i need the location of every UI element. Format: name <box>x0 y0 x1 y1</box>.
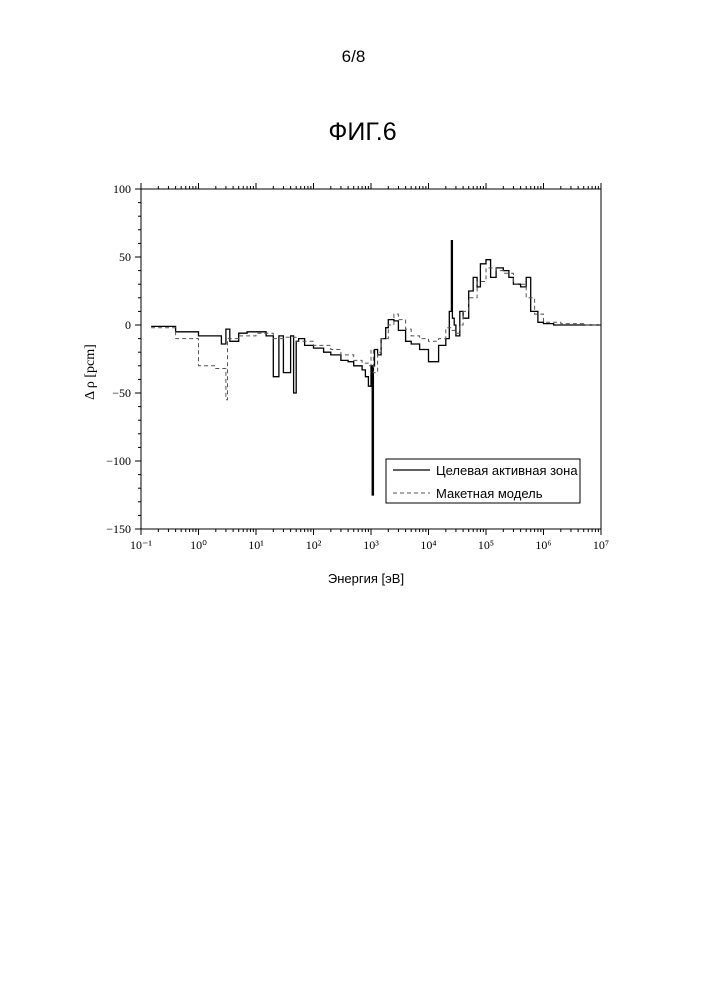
x-tick-label: 10⁶ <box>535 538 551 552</box>
x-tick-label: 10⁴ <box>420 538 436 552</box>
y-tick-label: 0 <box>125 318 131 332</box>
x-tick-label: 10⁻¹ <box>130 538 152 552</box>
x-tick-label: 10¹ <box>248 538 264 552</box>
legend-label-model: Макетная модель <box>436 486 543 501</box>
y-axis-label: Δ ρ [pcm] <box>83 344 98 400</box>
y-tick-label: −100 <box>106 454 131 468</box>
legend: Целевая активная зона Макетная модель <box>386 459 580 503</box>
x-tick-label: 10⁰ <box>190 538 207 552</box>
series-line-1 <box>151 268 601 400</box>
y-tick-label: −50 <box>112 386 131 400</box>
series-lines <box>151 241 601 495</box>
x-tick-label: 10³ <box>363 538 379 552</box>
y-tick-label: 100 <box>113 182 131 196</box>
series-line-0 <box>151 241 601 495</box>
legend-label-target: Целевая активная зона <box>436 463 578 478</box>
y-tick-label: −150 <box>106 522 131 536</box>
x-axis-label: Энергия [эВ] <box>328 571 404 586</box>
x-tick-label: 10² <box>306 538 322 552</box>
x-tick-label: 10⁷ <box>593 538 609 552</box>
x-tick-label: 10⁵ <box>478 538 494 552</box>
y-tick-label: 50 <box>119 250 131 264</box>
